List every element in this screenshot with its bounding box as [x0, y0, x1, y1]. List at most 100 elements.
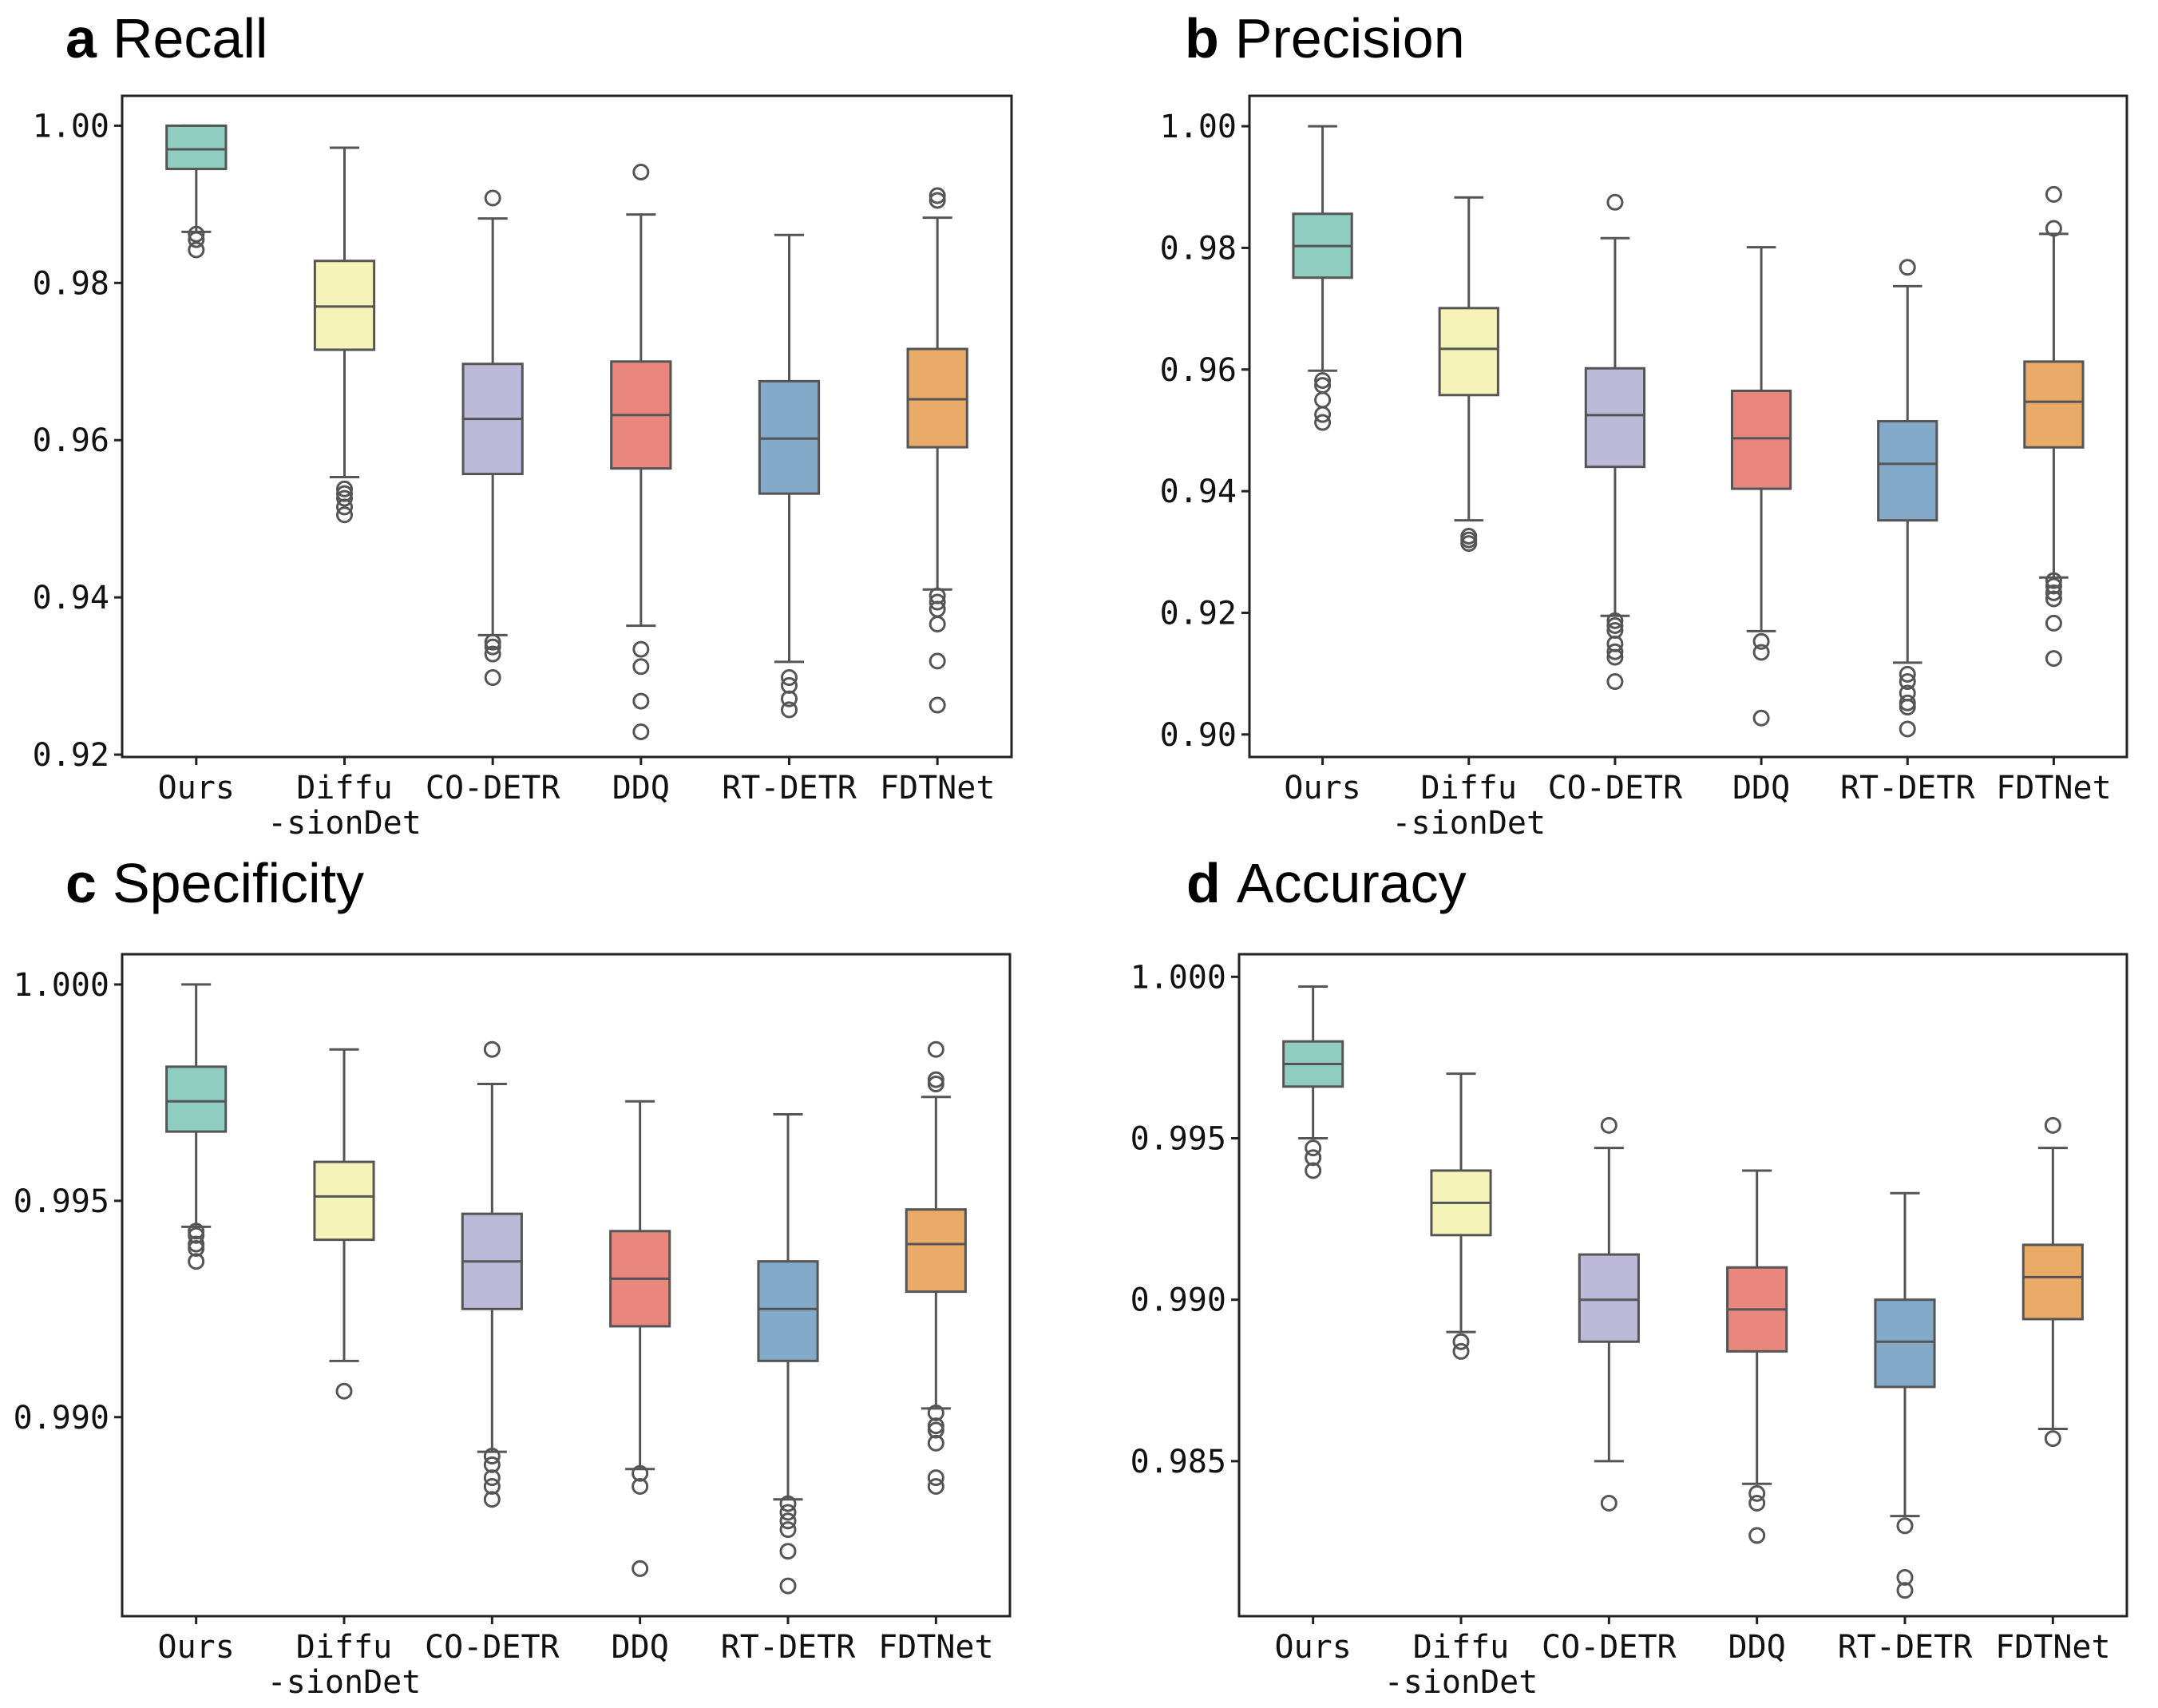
outlier-point — [632, 1477, 649, 1495]
box-fdtnet — [2021, 1116, 2084, 1448]
box-co-detr — [461, 1040, 523, 1508]
y-tick-label: 1.000 — [14, 967, 109, 1004]
outlier-point — [929, 192, 946, 209]
panel-title: Recall — [113, 7, 268, 69]
iqr-box — [165, 1065, 228, 1133]
outlier-point — [929, 593, 946, 611]
outlier-point — [632, 640, 650, 658]
outlier-point — [927, 1071, 944, 1088]
outlier-point — [188, 225, 205, 243]
outlier-point — [484, 633, 501, 651]
x-tick-label: Ours — [1284, 770, 1360, 806]
box-ours — [165, 124, 228, 259]
iqr-box — [905, 1208, 967, 1294]
outlier-point — [483, 1040, 501, 1058]
outlier-point — [1606, 673, 1624, 691]
plot-frame — [1248, 94, 2128, 759]
iqr-box — [1877, 420, 1938, 522]
panel-letter: a — [65, 7, 97, 69]
iqr-box — [1438, 307, 1499, 397]
y-tick-label: 1.00 — [33, 108, 109, 145]
box-diffu-siondet — [313, 1048, 375, 1400]
x-tick-label: CO-DETR — [1548, 770, 1683, 806]
box-fdtnet — [905, 1040, 967, 1495]
outlier-point — [1752, 709, 1770, 727]
iqr-box — [757, 1260, 819, 1362]
box-ours — [1292, 125, 1353, 431]
x-tick-label: Diffu — [1413, 1629, 1509, 1666]
outlier-point — [779, 1543, 797, 1560]
x-tick-label: CO-DETR — [425, 1629, 560, 1666]
outlier-point — [927, 1477, 944, 1495]
panel-letter: d — [1186, 852, 1221, 914]
outlier-point — [1305, 1162, 1322, 1179]
plot-frame — [121, 94, 1013, 759]
y-tick-label: 0.990 — [14, 1400, 109, 1437]
outlier-point — [336, 498, 353, 516]
outlier-point — [1600, 1494, 1618, 1512]
outlier-point — [188, 1235, 205, 1253]
outlier-point — [1748, 1484, 1766, 1502]
outlier-point — [632, 1464, 649, 1482]
outlier-point — [927, 1076, 944, 1093]
outlier-point — [2045, 590, 2062, 608]
outlier-point — [632, 692, 650, 710]
iqr-box — [1584, 367, 1646, 469]
outlier-point — [483, 1477, 501, 1495]
y-tick-label: 0.98 — [33, 265, 109, 302]
outlier-point — [779, 1577, 797, 1595]
x-tick-label: FDTNet — [880, 770, 996, 806]
outlier-point — [1899, 665, 1916, 683]
panel-a: a Recall 0.92 0.94 0.96 0.98 1.00 Ours Diffu-sio… — [33, 7, 1013, 842]
x-tick-label: RT-DETR — [1838, 1629, 1973, 1666]
panel-title: Accuracy — [1237, 852, 1467, 914]
x-tick-label: DDQ — [1732, 770, 1790, 806]
outlier-point — [781, 690, 798, 707]
box-diffu-siondet — [1430, 1072, 1492, 1360]
x-tick-label: RT-DETR — [722, 770, 857, 806]
box-co-detr — [1578, 1116, 1640, 1512]
outlier-point — [779, 1504, 797, 1521]
outlier-point — [1899, 259, 1916, 276]
panel-heading: c Specificity — [65, 852, 364, 914]
x-tick-label: -sionDet — [267, 1664, 422, 1701]
outlier-point — [781, 701, 798, 719]
outlier-point — [1452, 1333, 1470, 1350]
panel-heading: a Recall — [65, 7, 267, 69]
outlier-point — [1899, 720, 1916, 738]
iqr-box — [2023, 360, 2085, 449]
panel-heading: d Accuracy — [1186, 852, 1467, 914]
outlier-point — [2045, 572, 2062, 589]
iqr-box — [165, 124, 228, 171]
box-rt-detr — [758, 233, 821, 719]
outlier-point — [1314, 371, 1332, 389]
box-rt-detr — [757, 1112, 819, 1595]
outlier-point — [1606, 612, 1624, 629]
x-tick-label: FDTNet — [878, 1629, 994, 1666]
box-ours — [1282, 985, 1344, 1179]
outlier-point — [1896, 1582, 1914, 1599]
outlier-point — [2045, 650, 2062, 668]
outlier-point — [632, 1559, 649, 1577]
x-tick-label: Ours — [158, 1629, 235, 1666]
outlier-point — [2045, 220, 2062, 237]
outlier-point — [927, 1040, 944, 1058]
x-tick-label: RT-DETR — [721, 1629, 856, 1666]
box-diffu-siondet — [313, 146, 376, 524]
x-tick-label: -sionDet — [1392, 805, 1546, 842]
panel-title: Specificity — [113, 852, 364, 914]
y-tick-label: 0.995 — [1130, 1121, 1226, 1158]
box-fdtnet — [906, 187, 968, 714]
outlier-point — [1899, 673, 1916, 691]
outlier-point — [483, 1469, 501, 1487]
box-rt-detr — [1877, 259, 1938, 738]
x-tick-label: DDQ — [612, 770, 670, 806]
y-tick-label: 0.94 — [1160, 474, 1237, 510]
outlier-point — [632, 723, 650, 740]
y-tick-label: 0.94 — [33, 580, 109, 616]
box-diffu-siondet — [1438, 196, 1499, 553]
outlier-point — [2045, 577, 2062, 595]
y-tick-label: 1.00 — [1160, 109, 1237, 145]
outlier-point — [483, 1456, 501, 1473]
x-tick-label: Diffu — [296, 1629, 392, 1666]
